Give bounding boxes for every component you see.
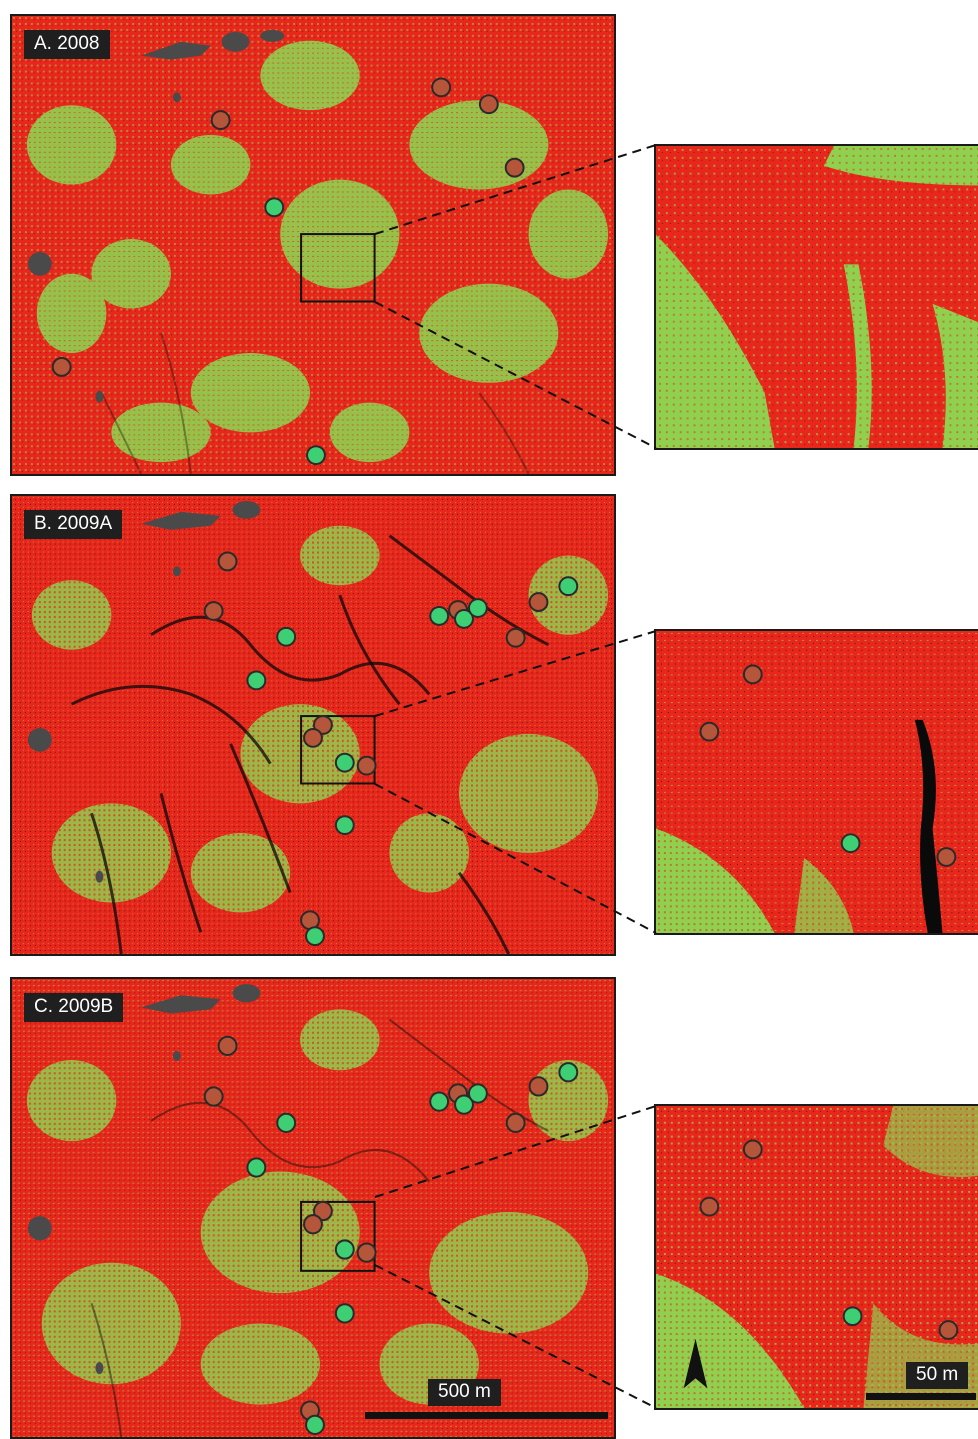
map-b-raster	[12, 496, 614, 954]
map-panel-b: B. 2009A	[10, 494, 616, 956]
map-panel-c: C. 2009B 500 m	[10, 977, 616, 1439]
inset-b	[654, 629, 978, 935]
inset-a	[654, 144, 978, 450]
panel-label-b: B. 2009A	[24, 510, 123, 539]
panel-label-a: A. 2008	[24, 30, 110, 59]
map-a-raster	[12, 16, 614, 474]
scale-label-inset: 50 m	[906, 1362, 969, 1389]
north-arrow-icon	[683, 1338, 708, 1389]
panel-label-c: C. 2009B	[24, 993, 124, 1022]
map-panel-a: A. 2008	[10, 14, 616, 476]
inset-c: 50 m	[654, 1104, 978, 1410]
inset-a-raster	[656, 146, 978, 448]
inset-c-raster	[656, 1106, 978, 1408]
scale-label-main: 500 m	[428, 1379, 501, 1406]
map-c-raster	[12, 979, 614, 1437]
inset-b-raster	[656, 631, 978, 933]
scale-bar-main	[365, 1412, 608, 1419]
scale-bar-inset	[866, 1393, 976, 1400]
